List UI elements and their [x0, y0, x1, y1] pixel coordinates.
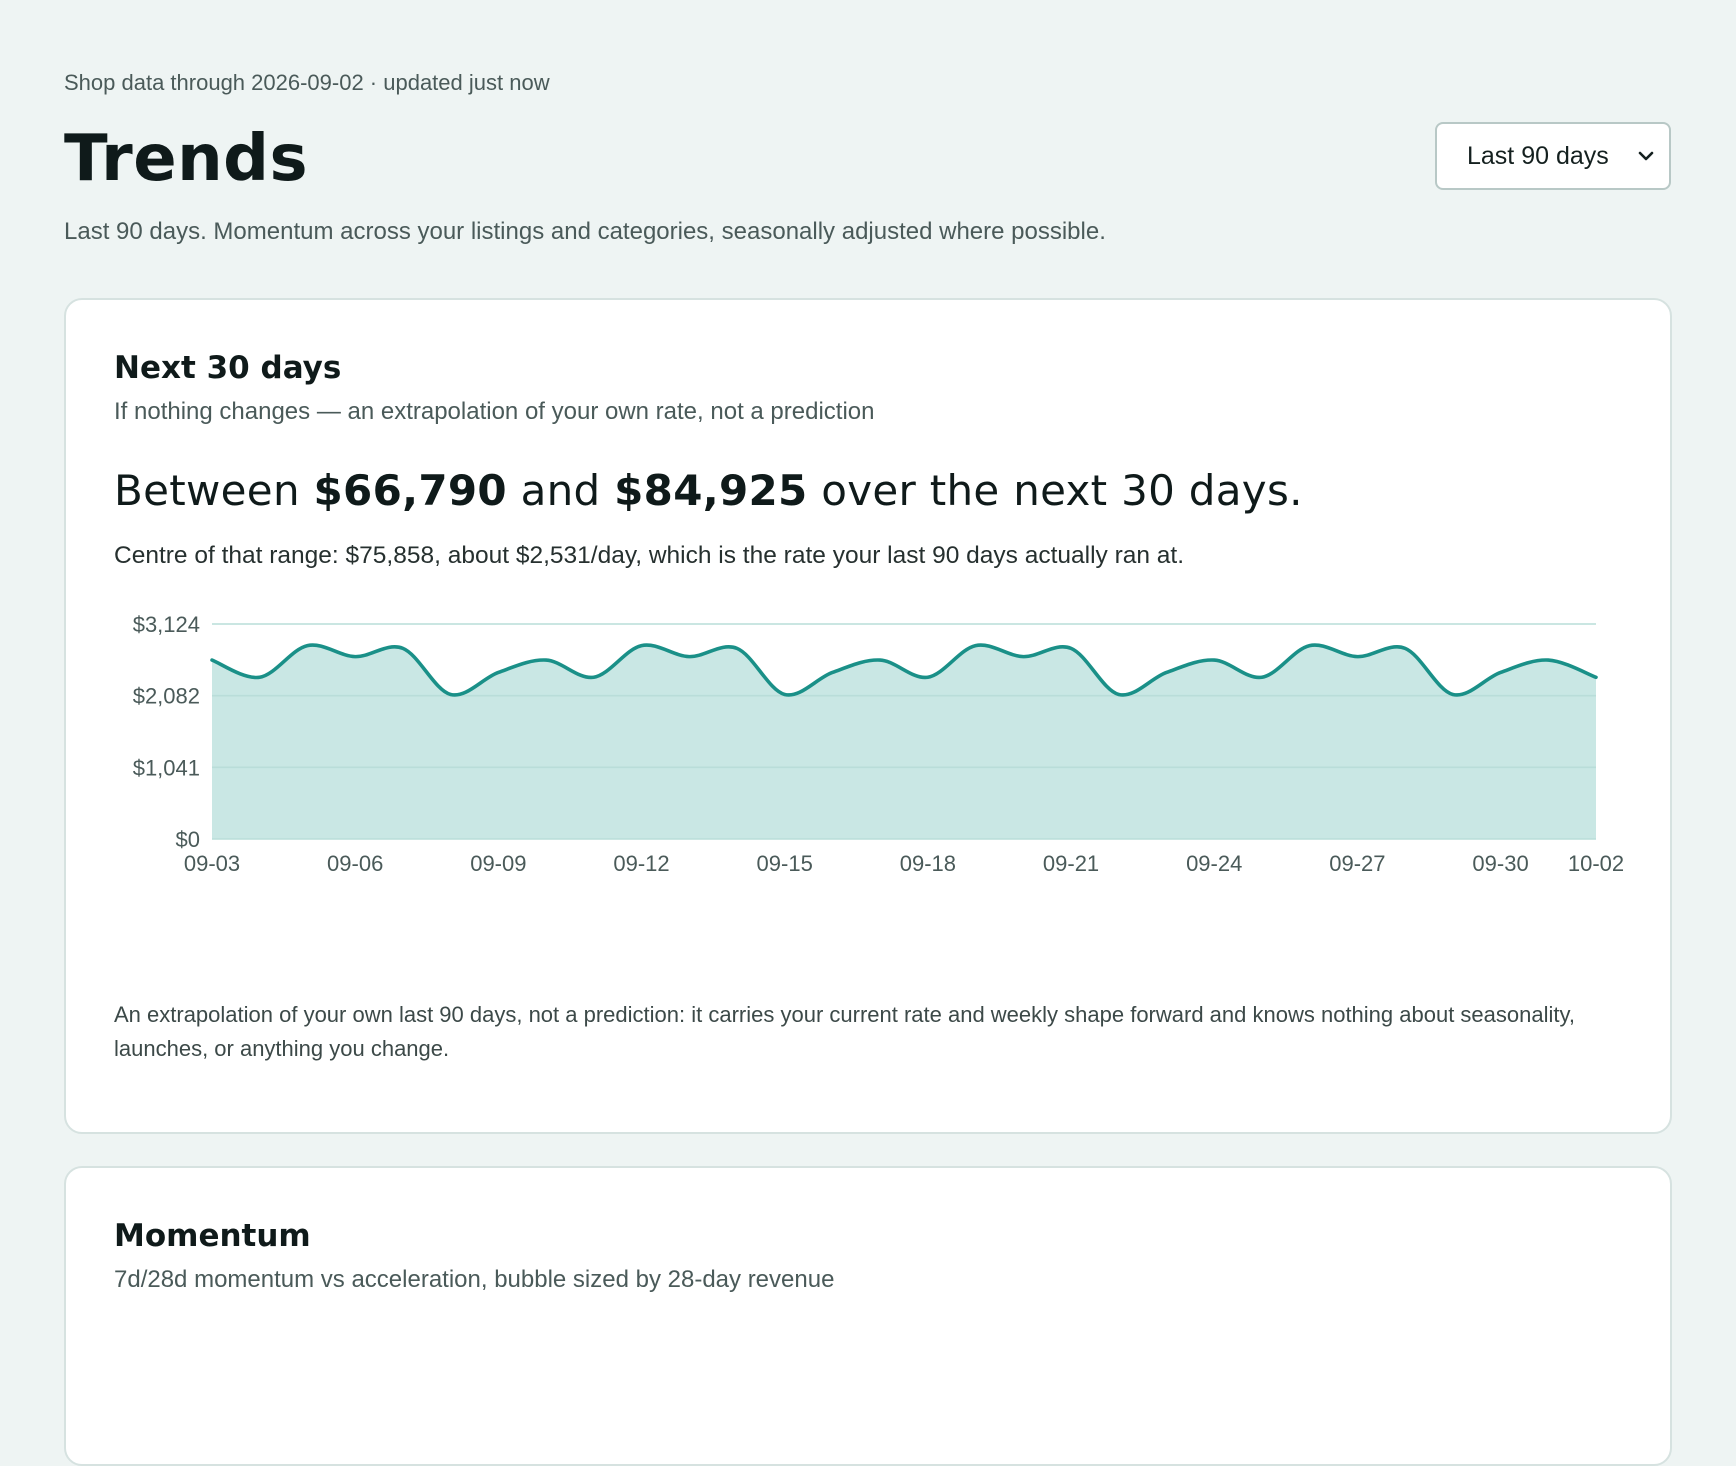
forecast-headline: Between $66,790 and $84,925 over the nex…: [114, 466, 1303, 515]
forecast-centre-text: Centre of that range: $75,858, about $2,…: [114, 542, 1185, 569]
momentum-card-subtitle: 7d/28d momentum vs acceleration, bubble …: [114, 1266, 835, 1293]
forecast-card-subtitle: If nothing changes — an extrapolation of…: [114, 398, 875, 425]
x-tick-label: 10-02: [1568, 851, 1624, 876]
y-tick-label: $2,082: [133, 684, 200, 709]
x-tick-label: 09-06: [327, 851, 383, 876]
x-tick-label: 09-09: [470, 851, 526, 876]
forecast-area-chart: $0 $1,041 $2,082 $3,124 09-03 09-06 09-09 09-12…: [133, 612, 1624, 876]
forecast-area-fill: [212, 645, 1596, 839]
chevron-down-icon: [1638, 151, 1654, 161]
x-tick-label: 09-21: [1043, 851, 1099, 876]
x-tick-label: 09-15: [757, 851, 813, 876]
forecast-card-title: Next 30 days: [114, 350, 342, 386]
page-title: Trends: [64, 122, 309, 196]
forecast-card: Next 30 days If nothing changes — an ext…: [64, 298, 1672, 1134]
forecast-low-value: $66,790: [313, 466, 507, 515]
x-tick-label: 09-18: [900, 851, 956, 876]
forecast-line: [210, 643, 1598, 697]
headline-middle: and: [506, 466, 615, 515]
x-tick-label: 09-03: [184, 851, 240, 876]
x-tick-label: 09-27: [1329, 851, 1385, 876]
headline-suffix: over the next 30 days.: [807, 466, 1303, 515]
headline-prefix: Between: [114, 466, 314, 515]
date-range-select-value: Last 90 days: [1467, 141, 1609, 170]
momentum-card: Momentum 7d/28d momentum vs acceleration…: [64, 1166, 1672, 1466]
x-tick-label: 09-12: [613, 851, 669, 876]
data-freshness-note: Shop data through 2026-09-02 · updated j…: [64, 70, 550, 95]
forecast-footnote: An extrapolation of your own last 90 day…: [114, 1002, 1575, 1061]
date-range-select[interactable]: Last 90 days: [1435, 122, 1671, 190]
page-subtitle: Last 90 days. Momentum across your listi…: [64, 218, 1106, 245]
x-tick-label: 09-24: [1186, 851, 1242, 876]
y-tick-label: $1,041: [133, 755, 200, 780]
y-tick-label: $3,124: [133, 612, 200, 637]
x-tick-label: 09-30: [1472, 851, 1528, 876]
y-tick-label: $0: [176, 827, 200, 852]
forecast-high-value: $84,925: [614, 466, 808, 515]
momentum-card-title: Momentum: [114, 1218, 311, 1254]
